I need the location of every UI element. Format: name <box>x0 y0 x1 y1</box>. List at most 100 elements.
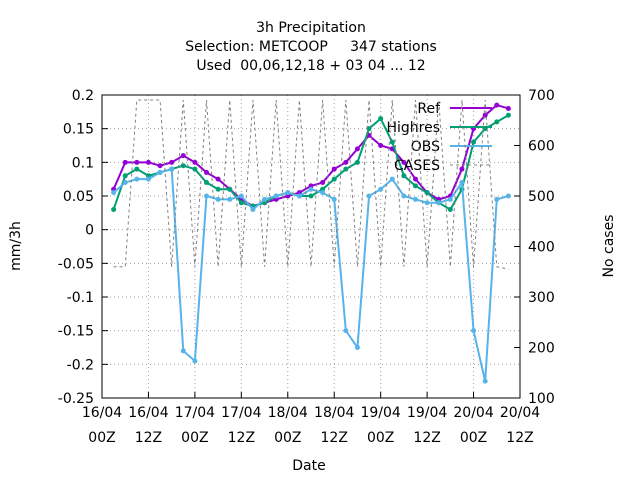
point-marker <box>505 112 511 118</box>
point-marker <box>308 186 314 192</box>
legend-label: Ref <box>417 101 441 117</box>
point-marker <box>471 139 477 145</box>
point-marker <box>180 163 186 169</box>
x-tick-label: 12Z <box>413 430 440 446</box>
point-marker <box>482 112 488 118</box>
point-marker <box>354 345 360 350</box>
point-marker <box>296 193 302 199</box>
point-marker <box>424 190 430 196</box>
point-marker <box>505 193 511 199</box>
point-marker <box>145 176 151 182</box>
x-tick-label: 12Z <box>321 430 348 446</box>
point-marker <box>354 146 360 152</box>
x-tick-label: 00Z <box>367 430 394 446</box>
x-tick-label: 12Z <box>506 430 533 446</box>
point-marker <box>401 159 407 165</box>
point-marker <box>331 196 337 202</box>
point-marker <box>134 159 140 165</box>
point-marker <box>192 166 198 172</box>
point-marker <box>401 173 407 179</box>
y-axis-label: mm/3h <box>8 221 24 271</box>
point-marker <box>343 328 349 334</box>
x-tick-label: 16/04 <box>82 405 122 421</box>
y2-tick-label: 200 <box>528 341 555 357</box>
point-marker <box>413 176 418 182</box>
y2-tick-label: 700 <box>528 88 555 104</box>
point-marker <box>447 196 453 202</box>
y2-tick-label: 600 <box>528 139 555 155</box>
point-marker <box>413 196 418 202</box>
y-tick-label: -0.05 <box>58 256 94 272</box>
x-tick-label: 18/04 <box>268 405 308 421</box>
x-tick-label: 00Z <box>181 430 208 446</box>
y-tick-label: -0.25 <box>58 391 94 407</box>
point-marker <box>157 169 163 175</box>
point-marker <box>215 176 221 182</box>
point-marker <box>343 166 349 172</box>
point-marker <box>204 180 209 186</box>
point-marker <box>238 193 244 199</box>
point-marker <box>378 186 384 192</box>
chart-title: 3h Precipitation <box>256 20 366 36</box>
point-marker <box>238 200 244 206</box>
point-marker <box>285 190 291 196</box>
point-marker <box>250 206 256 212</box>
plot-frame <box>101 94 521 399</box>
point-marker <box>389 176 395 182</box>
y-tick-label: -0.1 <box>67 290 94 306</box>
x-tick-label: 12Z <box>228 430 255 446</box>
point-marker <box>169 166 175 172</box>
y2-tick-label: 500 <box>528 189 555 205</box>
point-marker <box>331 166 337 172</box>
point-marker <box>215 186 221 192</box>
point-marker <box>505 105 511 111</box>
point-marker <box>134 166 140 172</box>
point-marker <box>482 378 488 384</box>
point-marker <box>320 180 326 186</box>
point-marker <box>401 193 407 199</box>
chart-subtitle: Selection: METCOOP 347 stations <box>185 39 437 55</box>
y-tick-label: -0.15 <box>58 324 94 340</box>
y-tick-label: 0.2 <box>72 88 94 104</box>
point-marker <box>354 159 360 165</box>
point-marker <box>366 126 372 132</box>
y2-tick-label: 400 <box>528 240 555 256</box>
point-marker <box>111 206 117 212</box>
y2-tick-label: 100 <box>528 391 555 407</box>
point-marker <box>413 183 418 189</box>
point-marker <box>145 159 151 165</box>
x-tick-label: 12Z <box>135 430 162 446</box>
x-tick-label: 00Z <box>460 430 487 446</box>
point-marker <box>204 169 209 175</box>
point-marker <box>180 348 186 354</box>
x-tick-label: 19/04 <box>407 405 447 421</box>
point-marker <box>273 193 279 199</box>
point-marker <box>134 176 140 182</box>
x-tick-label: 17/04 <box>221 405 261 421</box>
point-marker <box>424 200 430 206</box>
y-tick-label: 0.1 <box>72 155 94 171</box>
y-tick-label: 0 <box>85 223 94 239</box>
legend-label: CASES <box>394 158 440 174</box>
legend-label: Highres <box>386 120 440 136</box>
point-marker <box>494 102 500 108</box>
point-marker <box>389 139 395 145</box>
y-tick-label: -0.2 <box>67 357 94 373</box>
point-marker <box>122 159 128 165</box>
point-marker <box>436 200 442 206</box>
x-tick-label: 16/04 <box>128 405 168 421</box>
x-tick-label: 19/04 <box>360 405 400 421</box>
point-marker <box>157 163 163 169</box>
point-marker <box>122 173 128 179</box>
point-marker <box>192 159 198 165</box>
point-marker <box>227 186 233 192</box>
point-marker <box>366 193 372 199</box>
point-marker <box>227 196 233 202</box>
x-tick-label: 00Z <box>274 430 301 446</box>
x-tick-label: 18/04 <box>314 405 354 421</box>
point-marker <box>204 193 209 199</box>
point-marker <box>320 190 326 196</box>
point-marker <box>122 180 128 186</box>
point-marker <box>459 180 465 186</box>
